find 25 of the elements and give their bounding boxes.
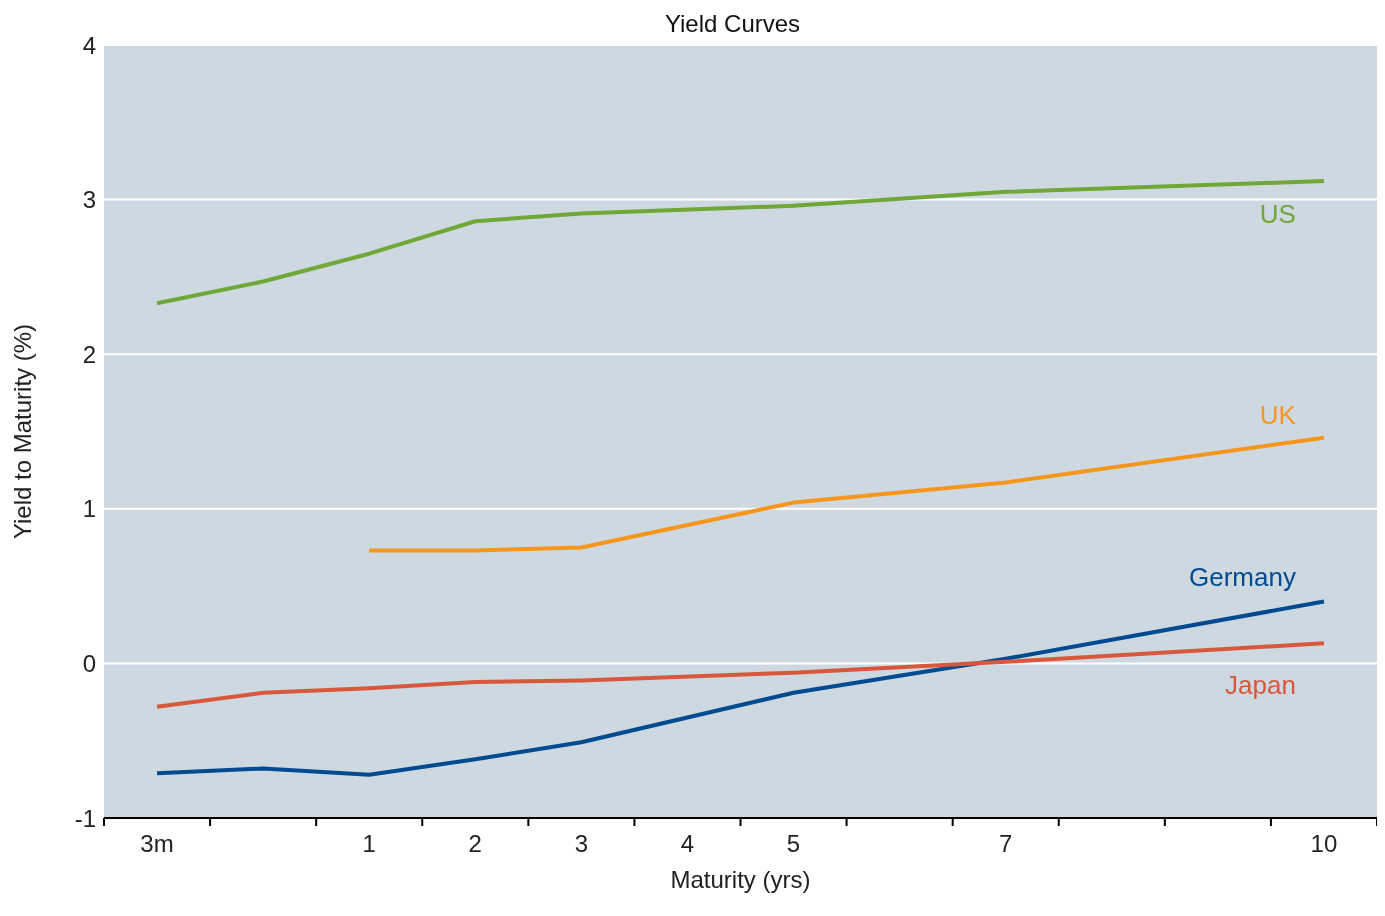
series-label: UK [1259,399,1297,430]
x-tick-label: 3 [574,830,589,857]
x-tick-label: 10 [1310,830,1338,857]
series-label: Japan [1225,670,1296,701]
x-axis-title: Maturity (yrs) [670,866,811,893]
chart-title: Yield Curves [664,10,801,37]
x-tick-label: 3m [140,830,174,857]
y-tick-label: -1 [74,804,96,832]
y-tick-label: 3 [82,186,96,214]
y-tick-label: 1 [82,495,96,523]
line-series [155,179,1326,306]
line-series [367,435,1326,553]
series-label: Germany [1189,561,1296,592]
x-tick-label: 2 [468,830,482,857]
y-tick-label: 4 [82,31,96,59]
x-tick-label: 5 [786,830,801,857]
y-tick-label: 2 [82,340,96,368]
x-tick-label: 4 [680,830,695,857]
y-tick-label: 0 [82,649,96,677]
y-axis-title: Yield to Maturity (%) [8,323,36,540]
x-tick-label: 1 [362,830,376,857]
line-series [155,599,1326,777]
series-label: US [1259,199,1296,230]
x-tick-label: 7 [999,830,1013,857]
line-series [155,641,1326,709]
